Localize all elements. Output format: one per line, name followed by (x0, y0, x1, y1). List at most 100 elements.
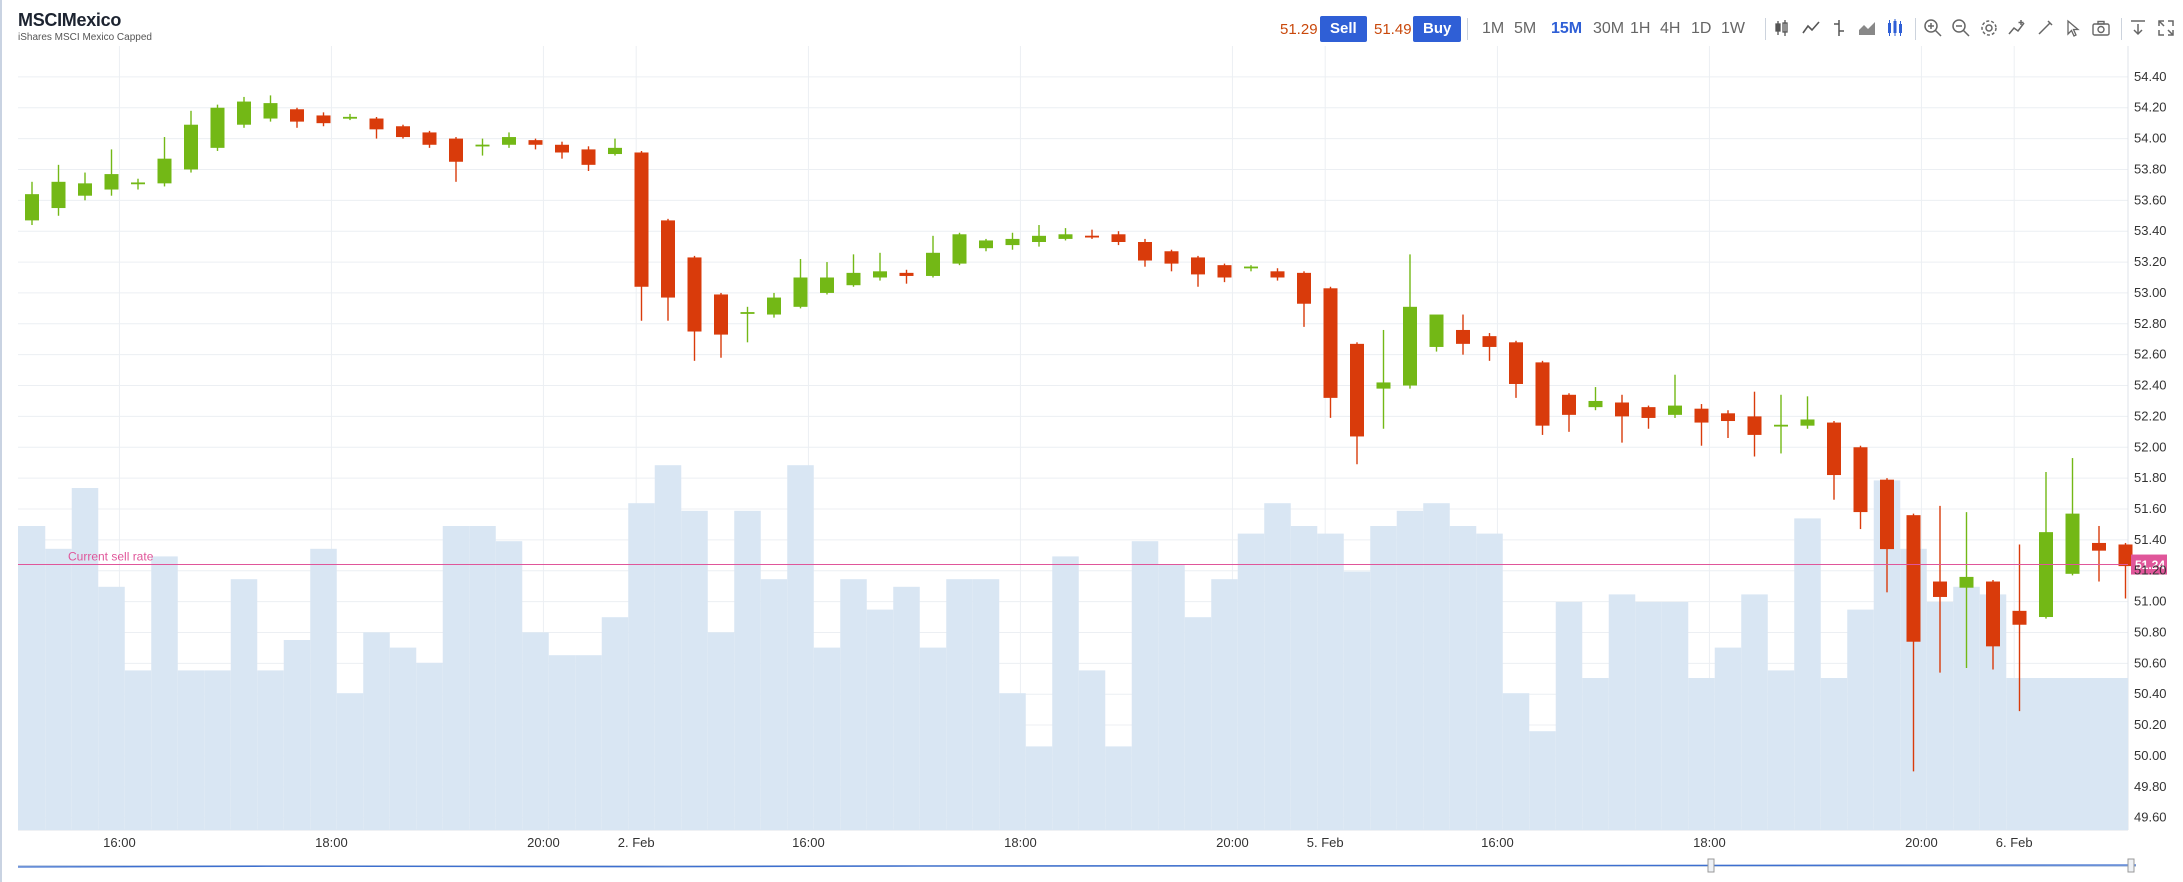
candle[interactable] (528, 138, 543, 150)
navigator-handle-right[interactable] (2127, 858, 2135, 873)
timeframe-30m[interactable]: 30M (1593, 20, 1625, 37)
candle[interactable] (1085, 229, 1099, 239)
timeframe-1d[interactable]: 1D (1691, 20, 1712, 37)
candle[interactable] (555, 141, 569, 159)
candle[interactable] (608, 138, 622, 156)
area-chart-icon[interactable] (1857, 18, 1877, 38)
candle[interactable] (1959, 512, 1974, 668)
candle[interactable] (1827, 421, 1841, 500)
candle[interactable] (1721, 410, 1735, 438)
candlestick-icon[interactable] (1773, 18, 1793, 38)
candle[interactable] (263, 95, 278, 122)
candle[interactable] (343, 113, 357, 121)
candle[interactable] (1032, 225, 1046, 247)
candle[interactable] (78, 172, 92, 201)
candle[interactable] (2039, 471, 2053, 619)
candle[interactable] (1323, 286, 1338, 418)
candle[interactable] (846, 254, 861, 287)
zoom-in-icon[interactable] (1923, 18, 1943, 38)
candle[interactable] (157, 137, 172, 187)
candle[interactable] (1588, 387, 1603, 411)
candle[interactable] (316, 112, 331, 127)
candle[interactable] (1456, 314, 1470, 355)
candle[interactable] (1111, 231, 1126, 246)
candle[interactable] (1005, 232, 1020, 250)
candle[interactable] (449, 137, 463, 182)
fullscreen-icon[interactable] (2156, 18, 2176, 38)
candle[interactable] (1376, 329, 1391, 429)
candle[interactable] (396, 124, 410, 139)
candle[interactable] (581, 146, 596, 172)
pencil-icon[interactable] (2035, 18, 2055, 38)
candle[interactable] (1403, 254, 1417, 389)
indicator-icon[interactable] (2007, 18, 2027, 38)
candle[interactable] (979, 238, 993, 252)
candle[interactable] (104, 149, 119, 196)
timeframe-1w[interactable]: 1W (1721, 20, 1745, 37)
candle[interactable] (793, 258, 808, 309)
candle[interactable] (1350, 342, 1364, 465)
candle[interactable] (290, 107, 304, 128)
settings-icon[interactable] (1979, 18, 1999, 38)
candle[interactable] (1164, 249, 1179, 272)
candle[interactable] (1191, 255, 1205, 287)
candle[interactable] (475, 138, 490, 156)
candle[interactable] (131, 178, 145, 190)
candle[interactable] (184, 110, 198, 173)
candle[interactable] (661, 218, 675, 321)
candle[interactable] (2118, 542, 2133, 599)
candle[interactable] (820, 262, 834, 295)
candle[interactable] (1562, 393, 1576, 432)
candle[interactable] (1509, 340, 1523, 398)
candle[interactable] (210, 104, 225, 151)
candle[interactable] (1535, 360, 1550, 435)
candle[interactable] (25, 181, 39, 226)
candle[interactable] (687, 255, 702, 361)
candle[interactable] (873, 252, 887, 281)
candle[interactable] (1429, 314, 1444, 352)
candle[interactable] (1058, 228, 1073, 241)
timeframe-1m[interactable]: 1M (1482, 20, 1505, 37)
candle[interactable] (1986, 579, 2000, 670)
candle[interactable] (1641, 405, 1656, 429)
candle[interactable] (51, 164, 66, 216)
candle[interactable] (1774, 394, 1788, 454)
cursor-icon[interactable] (2063, 18, 2083, 38)
candle[interactable] (1482, 333, 1497, 361)
candle[interactable] (369, 116, 384, 139)
candle[interactable] (1800, 396, 1815, 429)
timeframe-1h[interactable]: 1H (1630, 20, 1651, 37)
candle[interactable] (952, 232, 967, 266)
buy-button[interactable]: Buy (1413, 16, 1462, 42)
candle[interactable] (1906, 513, 1921, 772)
zoom-out-icon[interactable] (1951, 18, 1971, 38)
candle[interactable] (1880, 478, 1894, 593)
candle[interactable] (714, 292, 728, 358)
timeframe-5m[interactable]: 5M (1514, 20, 1537, 37)
candle[interactable] (1270, 268, 1285, 281)
sell-button[interactable]: Sell (1320, 16, 1367, 42)
candle[interactable] (2012, 544, 2027, 712)
timeframe-4h[interactable]: 4H (1660, 20, 1681, 37)
candle[interactable] (1217, 263, 1232, 283)
candle[interactable] (767, 292, 781, 318)
candle[interactable] (926, 235, 940, 278)
candle[interactable] (1244, 265, 1258, 272)
camera-icon[interactable] (2091, 18, 2111, 38)
timeframe-15m[interactable]: 15M (1551, 20, 1583, 37)
candle[interactable] (740, 306, 755, 343)
range-navigator[interactable] (18, 856, 2136, 874)
candle[interactable] (1615, 394, 1629, 443)
candle[interactable] (1297, 271, 1311, 327)
candle[interactable] (899, 269, 914, 284)
candle[interactable] (237, 96, 251, 128)
candle[interactable] (502, 132, 516, 148)
download-icon[interactable] (2128, 18, 2148, 38)
navigator-handle-left[interactable] (1707, 858, 1715, 873)
candle[interactable] (1933, 505, 1947, 673)
candle[interactable] (634, 150, 649, 321)
line-chart-icon[interactable] (1801, 18, 1821, 38)
candle[interactable] (1668, 374, 1682, 418)
candle[interactable] (1138, 238, 1152, 267)
